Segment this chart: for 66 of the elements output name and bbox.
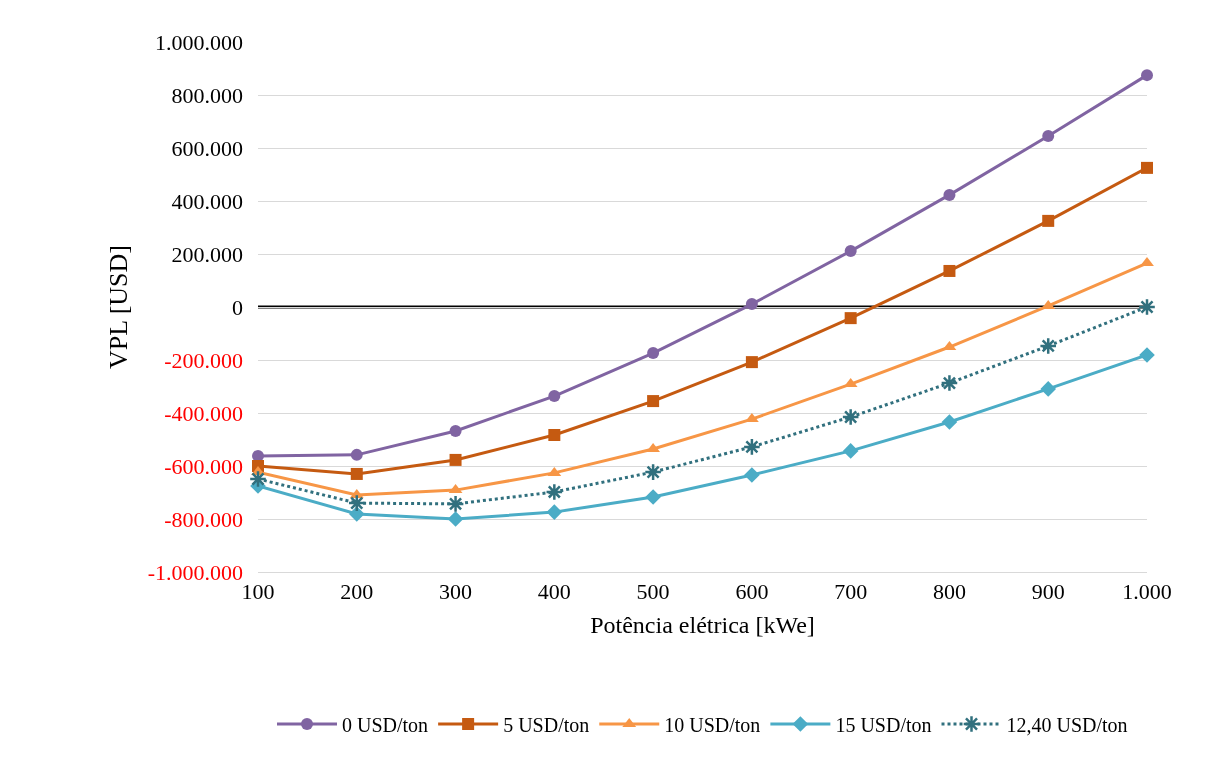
point [1141,161,1153,174]
point [645,489,661,505]
point [1040,381,1057,397]
point [744,467,760,483]
x-tick-label: 900 [1031,579,1065,605]
point [842,443,859,459]
point [841,407,860,427]
point [844,245,857,258]
point [447,511,464,527]
x-tick-label: 1.000 [1122,579,1172,605]
point [449,453,462,466]
point [644,463,663,482]
y-tick-label: 200.000 [171,241,243,267]
point [940,374,959,393]
point [745,356,758,369]
x-tick-label: 200 [340,579,374,605]
legend-label: 12,40 USD/ton [1006,713,1128,736]
y-tick-label: -800.000 [164,506,243,532]
point [943,188,956,201]
y-tick-label: 0 [232,294,243,320]
y-axis-title: VPL [USD] [104,245,134,369]
point [742,437,761,456]
x-tick-label: 400 [537,579,571,605]
point [943,264,956,277]
legend-label: 15 USD/ton [835,713,932,736]
legend-label: 5 USD/ton [503,713,590,736]
point [1139,347,1155,363]
point [548,429,561,441]
legend-label: 10 USD/ton [664,713,761,736]
point [647,347,660,360]
point [1042,130,1055,143]
point [548,390,561,403]
x-tick-label: 700 [834,579,868,605]
point [350,467,363,480]
y-tick-label: 1.000.000 [155,29,243,55]
point [1039,336,1058,356]
point [844,312,857,325]
point [545,482,564,502]
legend-label: 0 USD/ton [342,713,429,736]
point [446,494,465,513]
y-tick-label: -1.000.000 [147,559,243,585]
point [1042,214,1055,227]
y-tick-label: 800.000 [171,82,243,108]
y-tick-label: -200.000 [164,347,243,373]
point [1141,69,1153,82]
point [348,506,365,522]
y-tick-label: -400.000 [164,400,243,426]
x-axis-title: Potência elétrica [kWe] [590,611,815,638]
point [647,395,660,408]
point [449,425,462,438]
point [350,448,363,461]
point [1140,257,1154,267]
y-tick-label: 600.000 [171,135,243,161]
x-tick-label: 500 [636,579,670,605]
point [347,494,366,513]
point [546,504,563,520]
x-tick-label: 800 [932,579,966,605]
point [941,414,958,430]
x-tick-label: 300 [439,579,473,605]
point [1137,297,1157,317]
point [248,469,268,489]
y-tick-label: 400.000 [171,188,243,214]
point [745,298,758,311]
x-tick-label: 600 [735,579,769,605]
y-tick-label: -600.000 [164,453,243,479]
x-tick-label: 100 [241,579,275,605]
